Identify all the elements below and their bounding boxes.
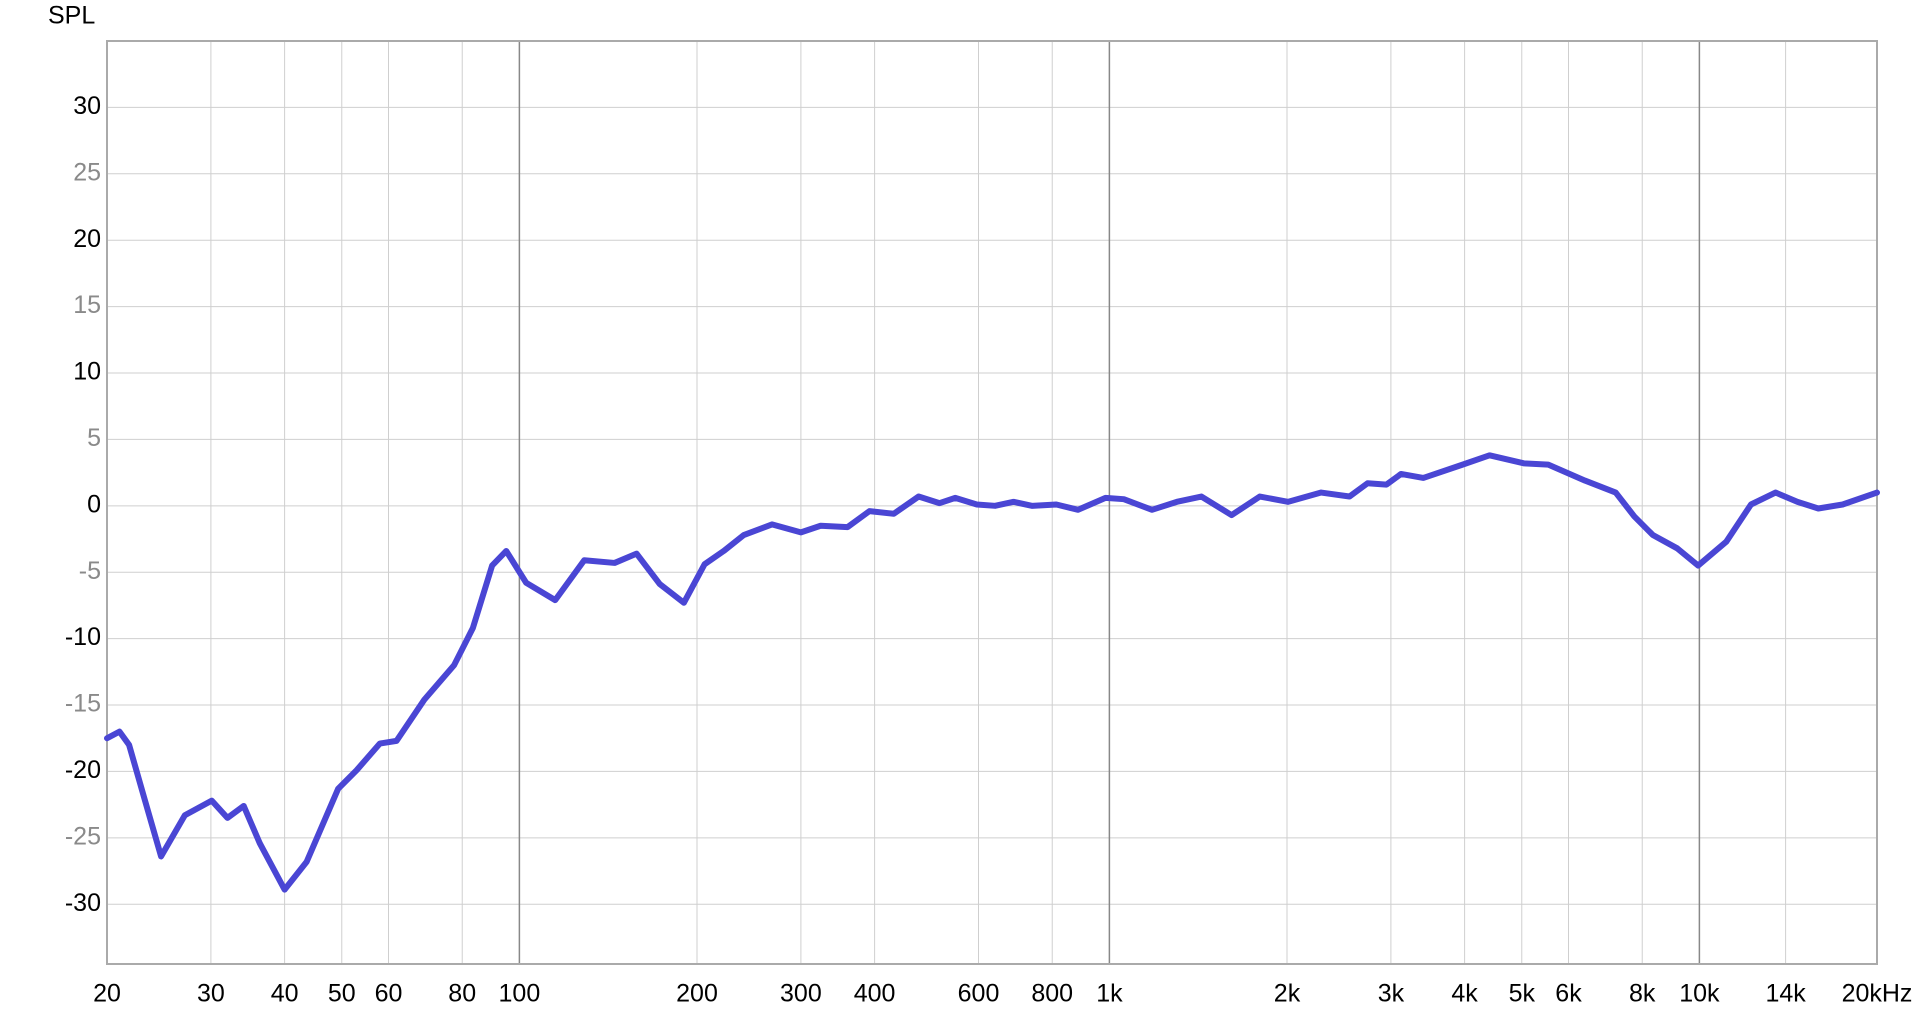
x-tick-label: 80 xyxy=(448,980,476,1008)
y-tick-label: 30 xyxy=(73,92,101,120)
x-tick-label: 4k xyxy=(1451,980,1478,1008)
x-tick-label: 100 xyxy=(499,980,541,1008)
x-tick-label: 20kHz xyxy=(1842,980,1913,1008)
y-tick-label: 10 xyxy=(73,358,101,386)
x-tick-label: 50 xyxy=(328,980,356,1008)
plot-frame xyxy=(106,40,1878,965)
x-tick-label: 2k xyxy=(1274,980,1301,1008)
y-tick-label: -30 xyxy=(65,889,101,917)
y-tick-label: -15 xyxy=(65,690,101,718)
x-tick-label: 5k xyxy=(1509,980,1536,1008)
x-tick-label: 200 xyxy=(676,980,718,1008)
y-axis-label: SPL xyxy=(48,2,95,30)
x-tick-label: 30 xyxy=(197,980,225,1008)
plot-area xyxy=(107,41,1877,964)
x-tick-label: 60 xyxy=(375,980,403,1008)
x-tick-label: 3k xyxy=(1378,980,1405,1008)
response-line xyxy=(104,452,1880,893)
y-tick-label: -5 xyxy=(79,557,101,585)
y-tick-label: 5 xyxy=(87,424,101,452)
y-tick-label: 25 xyxy=(73,158,101,186)
y-tick-label: -20 xyxy=(65,756,101,784)
x-tick-label: 6k xyxy=(1555,980,1582,1008)
x-tick-label: 800 xyxy=(1031,980,1073,1008)
x-tick-label: 20 xyxy=(93,980,121,1008)
y-tick-label: -10 xyxy=(65,623,101,651)
x-tick-label: 14k xyxy=(1765,980,1806,1008)
x-tick-label: 8k xyxy=(1629,980,1656,1008)
y-tick-label: 0 xyxy=(87,490,101,518)
x-tick-label: 600 xyxy=(958,980,1000,1008)
y-tick-label: 15 xyxy=(73,291,101,319)
y-tick-label: -25 xyxy=(65,822,101,850)
y-tick-label: 20 xyxy=(73,225,101,253)
x-tick-label: 300 xyxy=(780,980,822,1008)
x-tick-label: 400 xyxy=(854,980,896,1008)
x-tick-label: 10k xyxy=(1679,980,1720,1008)
x-tick-label: 40 xyxy=(271,980,299,1008)
x-tick-label: 1k xyxy=(1096,980,1123,1008)
